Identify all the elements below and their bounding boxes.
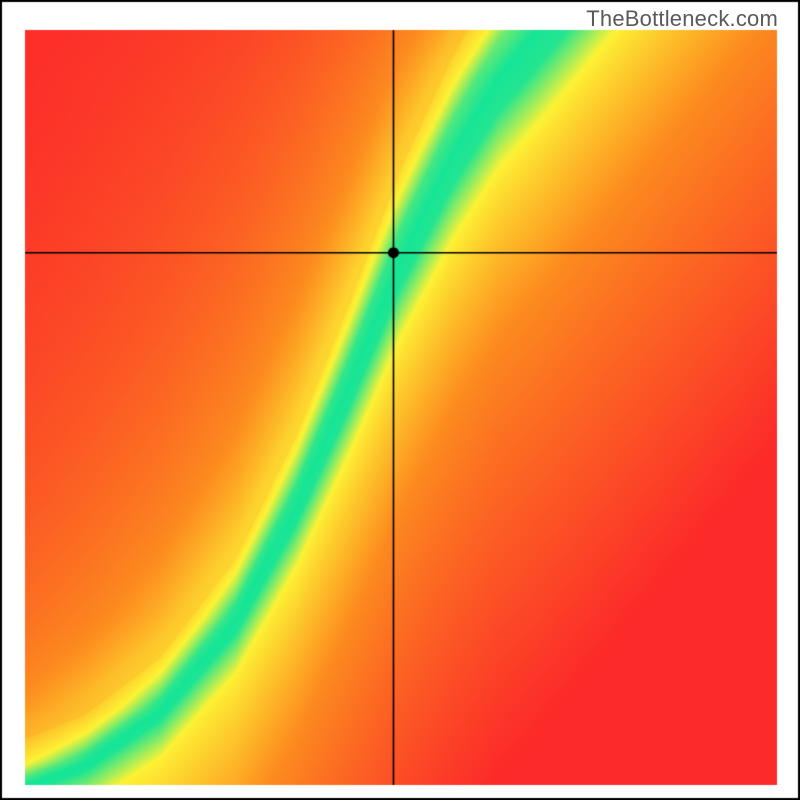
- chart-container: TheBottleneck.com: [0, 0, 800, 800]
- watermark-text: TheBottleneck.com: [586, 6, 778, 32]
- heatmap-canvas: [0, 0, 800, 800]
